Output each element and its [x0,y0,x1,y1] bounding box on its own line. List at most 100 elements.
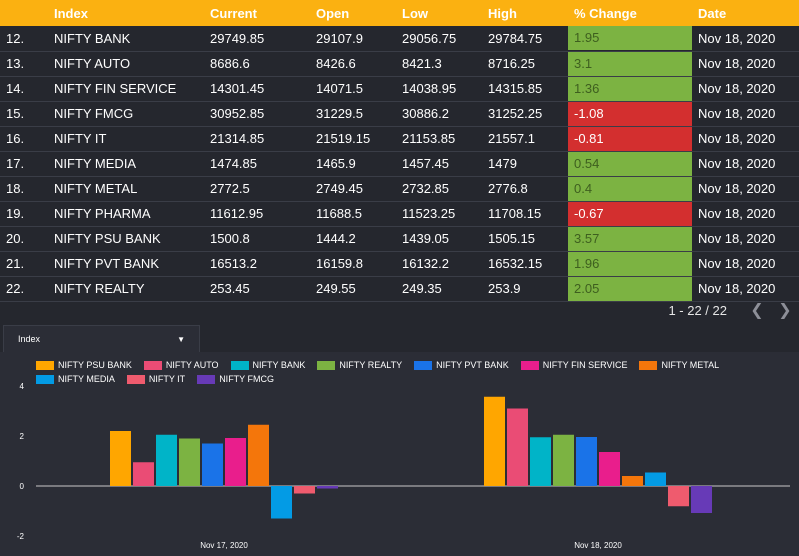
table-row[interactable]: 22. NIFTY REALTY 253.45 249.55 249.35 253.9 2.… [0,276,799,302]
low-value: 11523.25 [402,201,488,227]
legend-item[interactable]: NIFTY PVT BANK [414,360,509,370]
high-value: 8716.25 [488,51,568,77]
bar[interactable] [553,434,574,486]
col-header-open[interactable]: Open [316,0,402,26]
open-value: 2749.45 [316,176,402,202]
legend-item[interactable]: NIFTY REALTY [317,360,402,370]
low-value: 14038.95 [402,76,488,102]
pct-change-cell: 2.05 [568,276,692,302]
table-row[interactable]: 18. NIFTY METAL 2772.5 2749.45 2732.85 2776.8… [0,176,799,202]
bar[interactable] [202,443,223,487]
caret-down-icon: ▼ [177,335,185,344]
col-header-num[interactable] [0,0,54,26]
bar[interactable] [156,434,177,486]
current-value: 1474.85 [210,151,316,177]
legend-label: NIFTY MEDIA [58,374,115,384]
bar[interactable] [507,408,528,487]
col-header-current[interactable]: Current [210,0,316,26]
col-header-pct-change[interactable]: % Change [568,0,692,26]
bar[interactable] [530,437,551,486]
bar[interactable] [599,452,620,486]
high-value: 2776.8 [488,176,568,202]
legend-item[interactable]: NIFTY BANK [230,360,306,370]
high-value: 31252.25 [488,101,568,127]
bar[interactable] [225,438,246,486]
row-number: 18. [0,176,54,202]
current-value: 11612.95 [210,201,316,227]
low-value: 16132.2 [402,251,488,277]
pct-change-value: -0.81 [568,126,692,151]
open-value: 1465.9 [316,151,402,177]
open-value: 31229.5 [316,101,402,127]
bar[interactable] [317,486,338,489]
legend-label: NIFTY IT [148,374,186,384]
bar[interactable] [133,462,154,486]
pct-change-value: 1.96 [568,251,692,276]
legend-item[interactable]: NIFTY FIN SERVICE [520,360,627,370]
index-name: NIFTY FIN SERVICE [54,76,210,102]
bar[interactable] [576,437,597,486]
bar[interactable] [691,486,712,513]
bar[interactable] [645,472,666,487]
bar[interactable] [179,438,200,487]
pct-change-value: 3.57 [568,226,692,251]
legend-item[interactable]: NIFTY PSU BANK [36,360,132,370]
col-header-date[interactable]: Date [692,0,799,26]
date-value: Nov 18, 2020 [692,251,799,277]
table-row[interactable]: 19. NIFTY PHARMA 11612.95 11688.5 11523.25 11… [0,201,799,227]
legend-item[interactable]: NIFTY FMCG [197,374,274,384]
low-value: 21153.85 [402,126,488,152]
chevron-right-icon[interactable]: ❯ [778,302,792,319]
open-value: 29107.9 [316,26,402,52]
col-header-index[interactable]: Index [54,0,210,26]
table-row[interactable]: 14. NIFTY FIN SERVICE 14301.45 14071.5 14038… [0,76,799,102]
pct-change-cell: 1.95 [568,26,692,52]
table-row[interactable]: 15. NIFTY FMCG 30952.85 31229.5 30886.2 31252… [0,101,799,127]
index-name: NIFTY IT [54,126,210,152]
table-row[interactable]: 21. NIFTY PVT BANK 16513.2 16159.8 16132.2 16… [0,251,799,277]
legend-item[interactable]: NIFTY METAL [639,360,719,370]
pct-change-cell: 3.1 [568,51,692,77]
high-value: 1505.15 [488,226,568,252]
current-value: 29749.85 [210,26,316,52]
table-row[interactable]: 20. NIFTY PSU BANK 1500.8 1444.2 1439.05 1505… [0,226,799,252]
table-row[interactable]: 12. NIFTY BANK 29749.85 29107.9 29056.75 2978… [0,26,799,52]
legend-item[interactable]: NIFTY MEDIA [36,374,115,384]
col-header-high[interactable]: High [488,0,568,26]
legend-item[interactable]: NIFTY IT [126,374,186,384]
row-number: 12. [0,26,54,52]
legend-item[interactable]: NIFTY AUTO [143,360,219,370]
bar[interactable] [294,486,315,494]
open-value: 249.55 [316,276,402,302]
open-value: 8426.6 [316,51,402,77]
bar[interactable] [271,486,292,519]
table-row[interactable]: 17. NIFTY MEDIA 1474.85 1465.9 1457.45 1479 0.… [0,151,799,177]
bar[interactable] [668,486,689,507]
current-value: 2772.5 [210,176,316,202]
col-header-low[interactable]: Low [402,0,488,26]
pct-change-cell: -0.81 [568,126,692,152]
legend-label: NIFTY BANK [252,360,306,370]
chart-svg: -2 0 2 4 Nov 17, 2020 Nov 18, 2020 [17,382,790,550]
low-value: 1439.05 [402,226,488,252]
chevron-left-icon[interactable]: ❮ [750,302,764,319]
bar[interactable] [248,424,269,486]
legend-swatch [230,360,249,370]
date-value: Nov 18, 2020 [692,201,799,227]
bar[interactable] [622,476,643,486]
bar[interactable] [110,431,131,486]
index-filter-dropdown[interactable]: Index ▼ [3,325,200,352]
current-value: 14301.45 [210,76,316,102]
table-row[interactable]: 13. NIFTY AUTO 8686.6 8426.6 8421.3 8716.25 3.… [0,51,799,77]
bar[interactable] [484,396,505,486]
low-value: 249.35 [402,276,488,302]
row-number: 19. [0,201,54,227]
table-row[interactable]: 16. NIFTY IT 21314.85 21519.15 21153.85 21557… [0,126,799,152]
row-number: 17. [0,151,54,177]
index-name: NIFTY FMCG [54,101,210,127]
current-value: 21314.85 [210,126,316,152]
index-name: NIFTY METAL [54,176,210,202]
pct-change-cell: 1.96 [568,251,692,277]
row-number: 20. [0,226,54,252]
legend-label: NIFTY AUTO [165,360,219,370]
